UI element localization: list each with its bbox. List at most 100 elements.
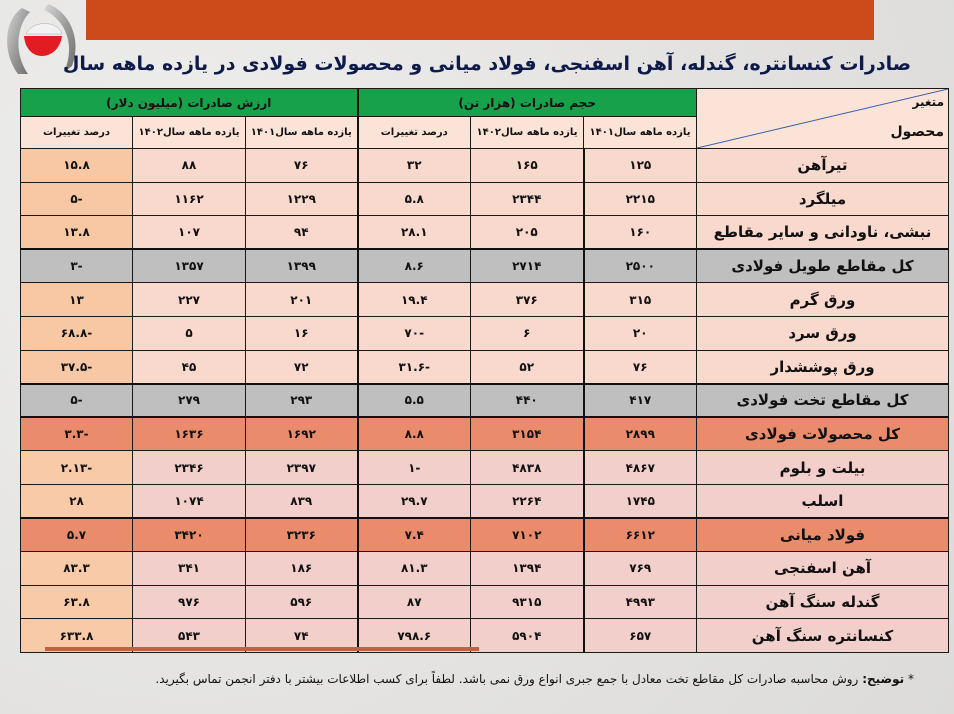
table-row: ورق پوششدار ۷۶ ۵۲ -۳۱.۶ ۷۲ ۴۵ -۳۷.۵ [20,349,949,385]
cell-vol-1401: ۱۲۵ [582,148,697,183]
product-name-cell: فولاد میانی [696,517,949,553]
cell-val-1402: ۲۳۴۶ [132,450,246,485]
cell-val-1401: ۸۳۹ [245,483,358,519]
cell-val-1401: ۹۴ [245,215,358,250]
cell-vol-1402: ۹۳۱۵ [470,584,584,620]
cell-val-1402: ۸۸ [132,148,246,183]
variable-label: متغیر [912,95,944,109]
cell-vol-pct: ۵.۵ [356,382,471,418]
cell-vol-1402: ۵۹۰۴ [470,618,584,653]
table-row: کل مقاطع تخت فولادی ۴۱۷ ۴۴۰ ۵.۵ ۲۹۳ ۲۷۹ -۵ [20,382,949,418]
product-name-cell: نبشی، ناودانی و سایر مقاطع [696,215,949,250]
cell-val-1401: ۱۲۲۹ [245,181,358,217]
cell-vol-1401: ۲۸۹۹ [582,416,697,452]
table-row: گندله سنگ آهن ۴۹۹۳ ۹۳۱۵ ۸۷ ۵۹۶ ۹۷۶ ۶۳.۸ [20,584,949,620]
product-name-cell: میلگرد [696,181,949,217]
product-name-cell: کنسانتره سنگ آهن [696,618,949,653]
cell-vol-pct: -۷۰ [356,315,471,351]
cell-vol-1402: ۷۱۰۲ [470,517,584,553]
subheader-vol-1402: یازده ماهه سال۱۴۰۲ [470,116,584,149]
cell-val-1401: ۵۹۶ [245,584,358,620]
cell-vol-1402: ۱۳۹۴ [470,551,584,586]
product-name-cell: ورق سرد [696,315,949,351]
cell-val-1402: ۲۷۹ [132,382,246,418]
cell-vol-pct: ۸.۶ [356,248,471,284]
cell-val-1401: ۱۳۹۹ [245,248,358,284]
cell-val-pct: -۵ [20,382,133,418]
cell-val-1401: ۲۰۱ [245,282,358,317]
cell-val-1402: ۱۰۷ [132,215,246,250]
group-header-value: ارزش صادرات (میلیون دلار) [20,88,358,117]
cell-vol-pct: -۳۱.۶ [356,349,471,385]
product-name-cell: گندله سنگ آهن [696,584,949,620]
cell-val-1401: ۱۶ [245,315,358,351]
page-title: صادرات کنسانتره، گندله، آهن اسفنجی، فولا… [62,53,912,107]
cell-val-pct: ۱۳ [20,282,133,317]
cell-val-pct: -۳.۳ [20,416,133,452]
product-name-cell: اسلب [696,483,949,519]
cell-val-1402: ۱۰۷۴ [132,483,246,519]
cell-vol-1401: ۲۰ [582,315,697,351]
product-name-cell: بیلت و بلوم [696,450,949,485]
bottom-accent-bar [45,647,479,651]
cell-val-1401: ۲۹۳ [245,382,358,418]
cell-vol-pct: ۳۲ [356,148,471,183]
table-row: بیلت و بلوم ۴۸۶۷ ۴۸۳۸ -۱ ۲۳۹۷ ۲۳۴۶ -۲.۱۳ [20,450,949,485]
cell-val-1402: ۵ [132,315,246,351]
subheader-val-pct: درصد تغییرات [20,116,133,149]
group-header-volume: حجم صادرات (هزار تن) [356,88,697,117]
cell-val-pct: ۱۳.۸ [20,215,133,250]
product-label: محصول [890,124,944,140]
cell-val-pct: -۲.۱۳ [20,450,133,485]
cell-vol-1401: ۷۶۹ [582,551,697,586]
product-name-cell: ورق گرم [696,282,949,317]
cell-val-1402: ۱۶۳۶ [132,416,246,452]
product-name-cell: تیرآهن [696,148,949,183]
cell-vol-1401: ۷۶ [582,349,697,385]
cell-val-1401: ۳۲۳۶ [245,517,358,553]
footnote-text: روش محاسبه صادرات کل مقاطع تخت معادل با … [155,672,859,686]
cell-vol-1402: ۲۳۴۴ [470,181,584,217]
footnote-marker: * [908,672,914,686]
cell-vol-1401: ۴۸۶۷ [582,450,697,485]
footnote-label: توضیح: [862,672,905,686]
cell-vol-1402: ۲۰۵ [470,215,584,250]
cell-vol-pct: -۱ [356,450,471,485]
product-name-cell: کل مقاطع تخت فولادی [696,382,949,418]
cell-vol-pct: ۸۷ [356,584,471,620]
cell-vol-1401: ۲۲۱۵ [582,181,697,217]
subheader-vol-1401: یازده ماهه سال۱۴۰۱ [583,116,697,149]
table-body: تیرآهن ۱۲۵ ۱۶۵ ۳۲ ۷۶ ۸۸ ۱۵.۸ میلگرد ۲۲۱۵ ۲۳۴۴ ۵.۸ ۱… [20,148,949,653]
product-name-cell: ورق پوششدار [696,349,949,385]
cell-val-pct: -۳ [20,248,133,284]
cell-val-pct: ۸۳.۳ [20,551,133,586]
table-row: فولاد میانی ۶۶۱۲ ۷۱۰۲ ۷.۴ ۳۲۳۶ ۳۴۲۰ ۵.۷ [20,517,949,553]
cell-vol-1402: ۲۷۱۴ [470,248,584,284]
cell-vol-pct: ۱۹.۴ [356,282,471,317]
cell-vol-1402: ۵۲ [470,349,584,385]
cell-val-1401: ۲۳۹۷ [245,450,358,485]
table-row: ورق گرم ۳۱۵ ۳۷۶ ۱۹.۴ ۲۰۱ ۲۲۷ ۱۳ [20,282,949,317]
subheader-val-1402: یازده ماهه سال۱۴۰۲ [132,116,246,149]
product-name-cell: کل محصولات فولادی [696,416,949,452]
cell-val-1401: ۱۸۶ [245,551,358,586]
cell-val-1402: ۳۴۱ [132,551,246,586]
cell-vol-1401: ۱۷۴۵ [582,483,697,519]
cell-vol-1401: ۶۶۱۲ [582,517,697,553]
cell-vol-1402: ۴۸۳۸ [470,450,584,485]
cell-vol-1402: ۴۴۰ [470,382,584,418]
cell-vol-pct: ۲۸.۱ [356,215,471,250]
cell-val-pct: -۳۷.۵ [20,349,133,385]
table-row: میلگرد ۲۲۱۵ ۲۳۴۴ ۵.۸ ۱۲۲۹ ۱۱۶۲ -۵ [20,181,949,217]
cell-vol-pct: ۸.۸ [356,416,471,452]
cell-val-pct: ۶۳۳.۸ [20,618,133,653]
subheader-val-1401: یازده ماهه سال۱۴۰۱ [245,116,358,149]
cell-vol-1401: ۴۹۹۳ [582,584,697,620]
cell-val-1402: ۴۵ [132,349,246,385]
cell-vol-1401: ۳۱۵ [582,282,697,317]
table-row: کل محصولات فولادی ۲۸۹۹ ۳۱۵۴ ۸.۸ ۱۶۹۲ ۱۶۳۶ -۳.۳ [20,416,949,452]
cell-val-1402: ۱۳۵۷ [132,248,246,284]
cell-val-pct: ۱۵.۸ [20,148,133,183]
cell-vol-1402: ۲۲۶۴ [470,483,584,519]
cell-vol-1401: ۱۶۰ [582,215,697,250]
